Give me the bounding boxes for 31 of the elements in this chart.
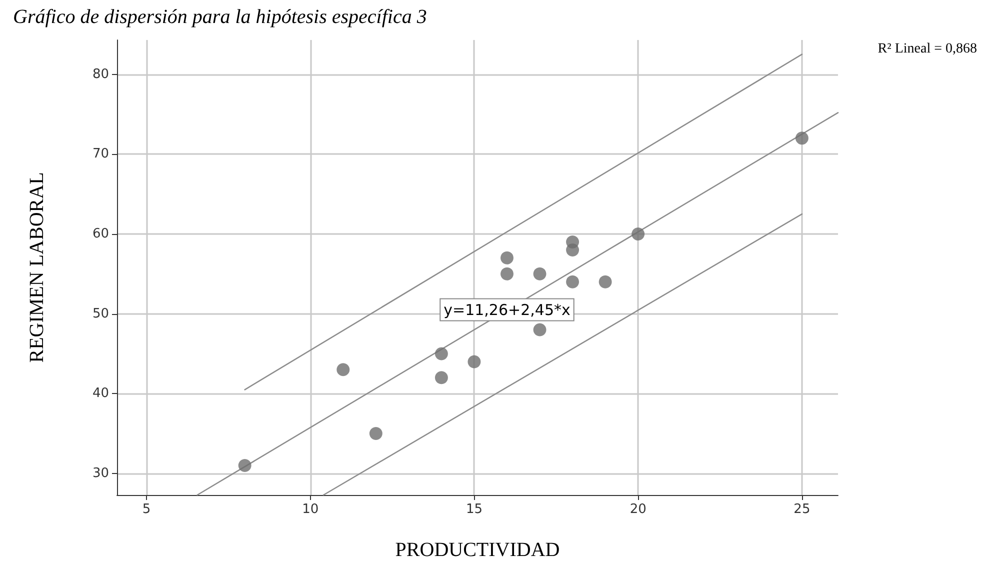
point	[566, 275, 580, 288]
y-tick-label: 80	[92, 66, 109, 82]
y-tick-label: 30	[92, 466, 109, 481]
y-axis-title: REGIMEN LABORAL	[26, 172, 48, 363]
y-tick-label: 40	[92, 386, 109, 402]
point	[434, 371, 448, 384]
point	[500, 251, 514, 264]
point	[632, 227, 645, 240]
point	[566, 243, 580, 256]
x-tick-label: 5	[142, 502, 151, 517]
point	[336, 363, 350, 376]
point	[500, 267, 514, 280]
chart-title: Gráfico de dispersión para la hipótesis específica 3	[13, 6, 427, 28]
x-tick-label: 15	[466, 502, 482, 517]
x-axis-title: PRODUCTIVIDAD	[395, 539, 560, 561]
point	[598, 275, 612, 288]
annotation: y=11,26+2,45*x	[444, 300, 570, 319]
point	[795, 132, 808, 145]
x-tick-label: 20	[630, 502, 646, 517]
y-tick-label: 50	[92, 306, 109, 322]
y-tick-label: 60	[92, 226, 109, 242]
point	[468, 355, 481, 368]
x-tick-label: 25	[794, 502, 810, 517]
x-tick-label: 10	[302, 502, 319, 517]
text: R² Lineal = 0,868	[878, 42, 978, 56]
point	[533, 267, 546, 280]
point	[434, 347, 448, 360]
point	[533, 323, 546, 336]
point	[369, 427, 382, 440]
point	[238, 458, 252, 472]
y-tick-label: 70	[92, 146, 109, 162]
